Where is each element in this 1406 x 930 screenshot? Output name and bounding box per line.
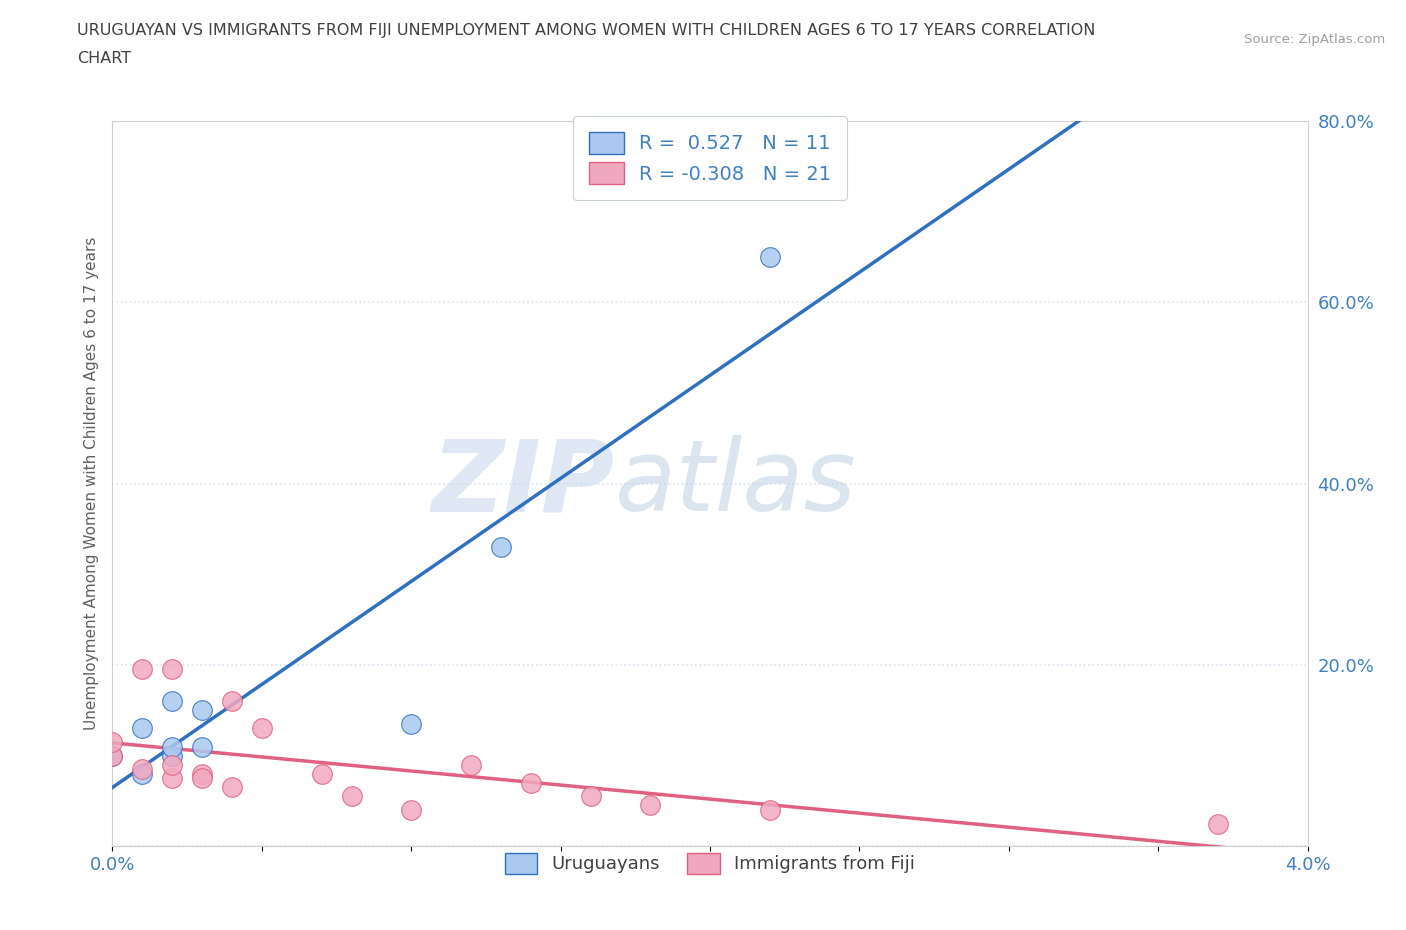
Point (162, 694, 183, 709)
Text: URUGUAYAN VS IMMIGRANTS FROM FIJI UNEMPLOYMENT AMONG WOMEN WITH CHILDREN AGES 6 : URUGUAYAN VS IMMIGRANTS FROM FIJI UNEMPL… (77, 23, 1095, 38)
Point (191, 766, 214, 781)
Point (162, 757, 183, 772)
Text: atlas: atlas (614, 435, 856, 532)
Point (489, 539, 512, 554)
Point (162, 748, 183, 763)
Point (759, 249, 782, 264)
Point (579, 789, 602, 804)
Point (221, 694, 243, 709)
Point (340, 789, 363, 804)
Point (520, 776, 543, 790)
Point (460, 757, 482, 772)
Point (191, 703, 214, 718)
Y-axis label: Unemployment Among Women with Children Ages 6 to 17 years: Unemployment Among Women with Children A… (83, 237, 98, 730)
Text: Source: ZipAtlas.com: Source: ZipAtlas.com (1244, 33, 1385, 46)
Text: CHART: CHART (77, 51, 131, 66)
Point (162, 662, 183, 677)
Point (1206, 817, 1229, 831)
Point (250, 721, 273, 736)
Point (101, 748, 124, 763)
Point (311, 766, 333, 781)
Point (401, 803, 423, 817)
Text: ZIP: ZIP (432, 435, 614, 532)
Point (131, 762, 153, 777)
Point (162, 739, 183, 754)
Point (759, 803, 782, 817)
Point (221, 780, 243, 795)
Legend: Uruguayans, Immigrants from Fiji: Uruguayans, Immigrants from Fiji (498, 845, 922, 881)
Point (640, 798, 662, 813)
Point (401, 716, 423, 731)
Point (131, 766, 153, 781)
Point (191, 739, 214, 754)
Point (101, 735, 124, 750)
Point (131, 721, 153, 736)
Point (131, 662, 153, 677)
Point (162, 771, 183, 786)
Point (101, 748, 124, 763)
Point (191, 771, 214, 786)
